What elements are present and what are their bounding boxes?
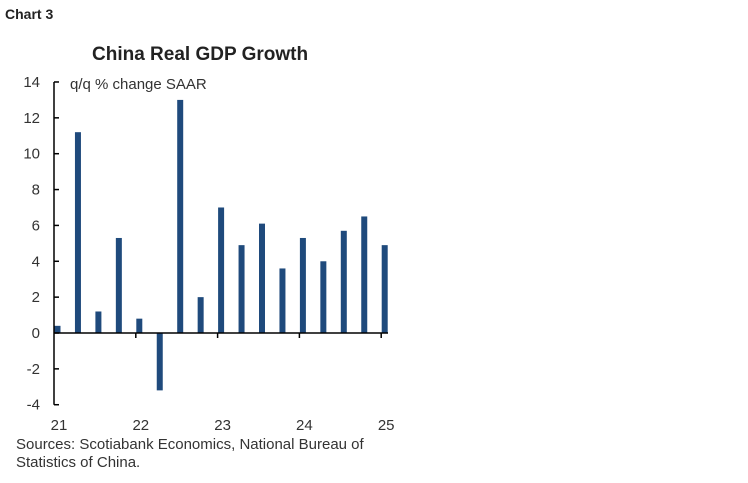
x-tick-label: 22 — [132, 417, 149, 434]
y-tick-label: 0 — [32, 325, 40, 342]
bar-24Q3 — [340, 230, 347, 333]
x-tick-label: 24 — [296, 417, 313, 434]
y-tick-label: -2 — [27, 361, 40, 378]
x-tick-label: 25 — [378, 417, 395, 434]
x-tick-label: 21 — [51, 417, 68, 434]
bar-24Q1 — [299, 237, 306, 333]
bar-23Q2 — [238, 245, 245, 333]
bar-22Q3 — [177, 99, 184, 333]
bar-23Q4 — [279, 268, 286, 333]
y-tick-label: 6 — [32, 217, 40, 234]
bar-24Q2 — [320, 261, 327, 333]
chart-title: China Real GDP Growth — [92, 44, 309, 65]
y-tick-label: 8 — [32, 182, 40, 199]
bar-21Q1 — [54, 325, 61, 333]
bar-22Q1 — [136, 318, 143, 333]
bar-21Q2 — [74, 132, 81, 333]
bar-23Q1 — [218, 207, 225, 333]
y-tick-label: 4 — [32, 253, 40, 270]
y-tick-label: 14 — [23, 74, 40, 91]
bar-21Q4 — [115, 237, 122, 333]
y-tick-label: -4 — [27, 397, 40, 414]
y-tick-label: 10 — [23, 146, 40, 163]
y-axis-label: q/q % change SAAR — [70, 76, 207, 93]
y-tick-label: 12 — [23, 110, 40, 127]
bar-24Q4 — [361, 216, 368, 333]
bar-22Q4 — [197, 297, 204, 333]
bar-25Q1 — [381, 245, 388, 333]
bar-21Q3 — [95, 311, 102, 333]
y-tick-label: 2 — [32, 289, 40, 306]
x-tick-label: 23 — [214, 417, 231, 434]
source-note: Sources: Scotiabank Economics, National … — [16, 436, 364, 471]
bar-22Q2 — [156, 333, 163, 391]
bar-23Q3 — [259, 223, 265, 333]
chart-number: Chart 3 — [5, 6, 54, 22]
